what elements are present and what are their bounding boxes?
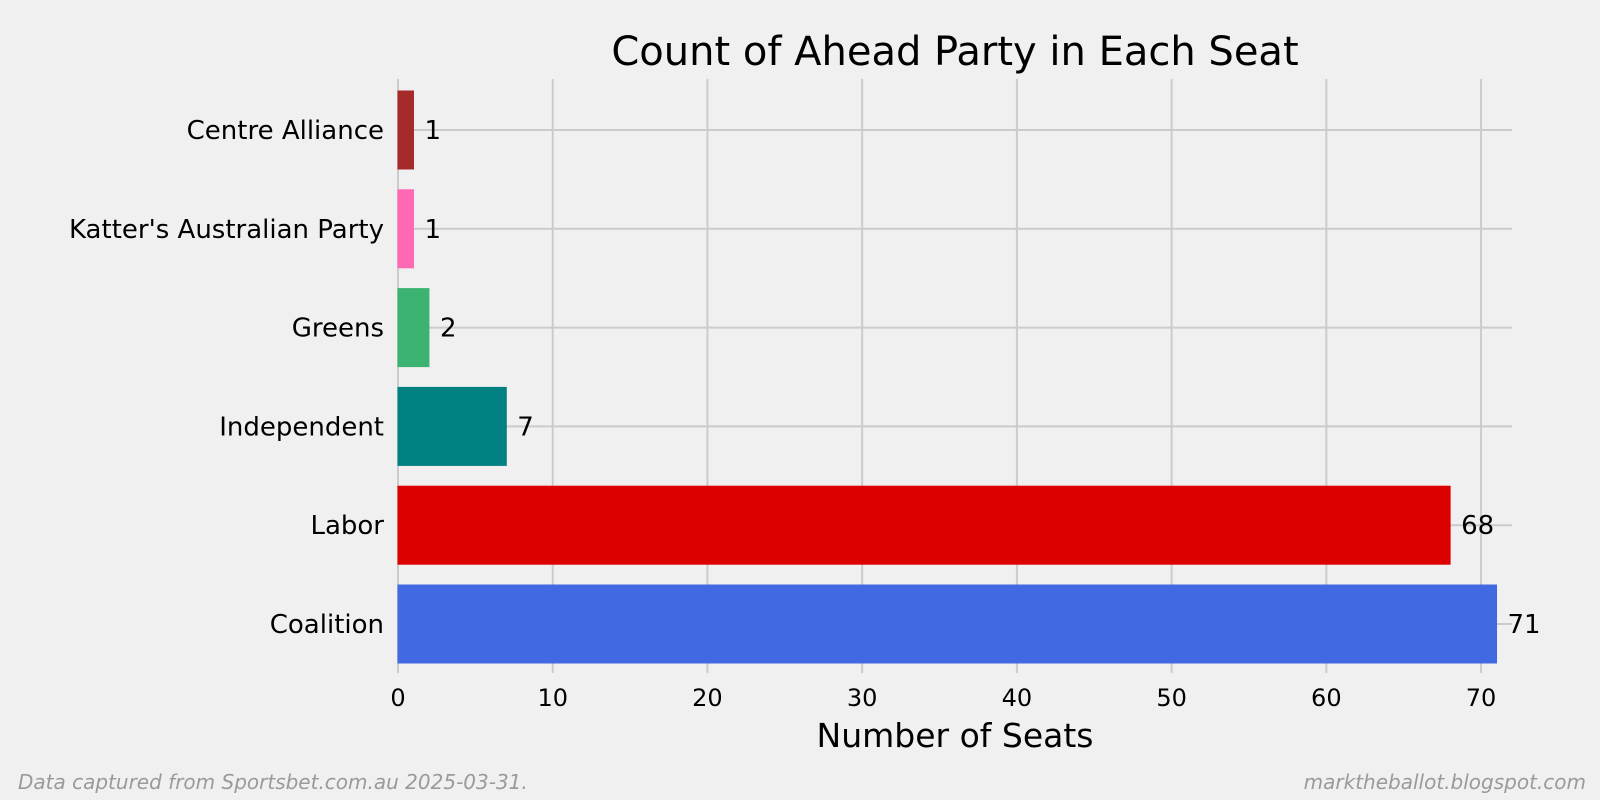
bars-layer [397, 90, 1498, 664]
x-tick-label: 50 [1156, 684, 1187, 712]
x-axis-label: Number of Seats [817, 716, 1094, 755]
y-tick-label: Centre Alliance [187, 116, 384, 146]
labels-layer: 0 10 20 30 40 50 60 70 Centre Alliance 1 Katter's … [69, 116, 1541, 712]
bar-labor [397, 485, 1451, 565]
x-tick-label: 20 [692, 684, 723, 712]
data-label: 2 [440, 314, 457, 344]
x-tick-label: 30 [847, 684, 878, 712]
chart-title: Count of Ahead Party in Each Seat [611, 29, 1298, 75]
x-tick-label: 40 [1002, 684, 1033, 712]
grid-layer [397, 79, 1512, 673]
data-label: 7 [517, 412, 534, 442]
data-label: 1 [424, 215, 441, 245]
bar-greens [397, 288, 430, 368]
data-label: 71 [1508, 610, 1541, 640]
bar-centre-alliance [397, 90, 414, 170]
y-tick-label: Katter's Australian Party [69, 215, 384, 245]
y-tick-label: Greens [292, 314, 384, 344]
y-tick-label: Independent [219, 412, 384, 442]
source-note: Data captured from Sportsbet.com.au 2025… [18, 770, 528, 794]
y-tick-label: Coalition [270, 610, 384, 640]
x-tick-label: 70 [1466, 684, 1497, 712]
bar-independent [397, 386, 507, 466]
x-tick-label: 10 [537, 684, 568, 712]
x-tick-label: 60 [1311, 684, 1342, 712]
data-label: 68 [1461, 511, 1494, 541]
bar-coalition [397, 584, 1498, 664]
data-label: 1 [424, 116, 441, 146]
y-tick-label: Labor [310, 511, 384, 541]
bar-katter-s-australian-party [397, 189, 414, 269]
site-credit: marktheballot.blogspot.com [1303, 770, 1586, 794]
x-tick-label: 0 [390, 684, 405, 712]
